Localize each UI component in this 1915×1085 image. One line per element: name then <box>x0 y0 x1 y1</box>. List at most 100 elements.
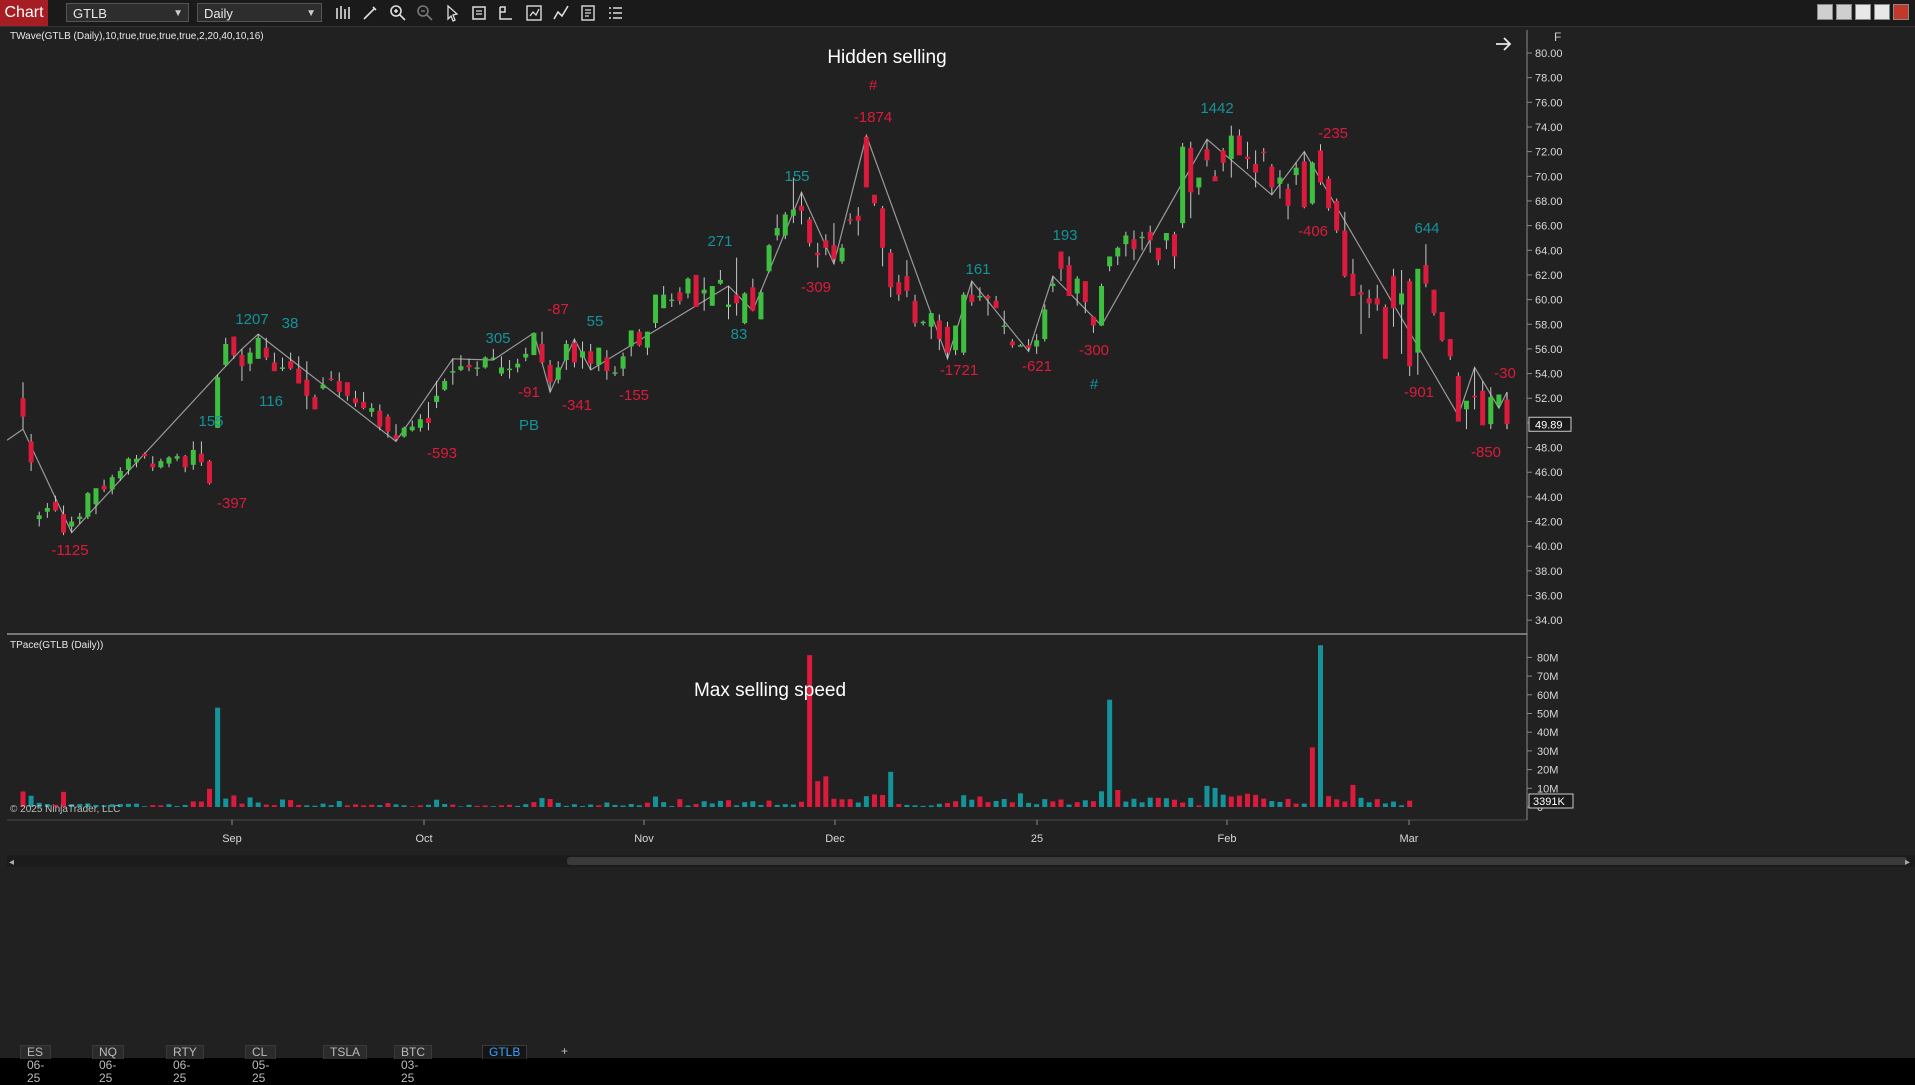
drawing-tools-icon[interactable] <box>361 4 379 22</box>
candle <box>182 454 188 473</box>
candle <box>1066 256 1072 296</box>
candle-body <box>142 453 148 457</box>
restore-icon[interactable] <box>1874 4 1890 20</box>
zoom-out-icon[interactable] <box>416 4 434 22</box>
candle <box>677 287 683 305</box>
strategies-icon[interactable] <box>552 4 570 22</box>
add-tab-icon[interactable]: + <box>561 1044 569 1058</box>
minimize-icon[interactable] <box>1855 4 1871 20</box>
candle-body <box>117 470 123 479</box>
volume-bar <box>693 804 699 807</box>
arrow-right-icon[interactable] <box>1496 37 1512 51</box>
candle <box>1131 230 1137 261</box>
candle <box>125 457 131 475</box>
instrument-selector[interactable]: GTLB ▼ <box>66 3 189 22</box>
time-axis[interactable]: Sep Oct Nov Dec 25 Feb Mar ◂ ▸ <box>7 820 1915 868</box>
candle <box>1350 258 1356 296</box>
instrument-tab[interactable]: RTY 06-25 <box>166 1045 204 1085</box>
candle <box>1269 163 1275 195</box>
volume-bar <box>36 802 42 807</box>
bar-type-icon[interactable] <box>334 4 352 22</box>
candle-body <box>693 274 699 307</box>
candle <box>871 194 877 206</box>
pointer-icon[interactable] <box>443 4 461 22</box>
candle-body <box>580 351 586 358</box>
candle-body <box>304 379 310 396</box>
tile-icon[interactable] <box>1817 4 1833 20</box>
volume-bar <box>961 795 967 807</box>
instrument-tab[interactable]: CL 05-25 <box>245 1045 277 1085</box>
candle-body <box>1123 235 1129 245</box>
volume-bar <box>669 806 675 807</box>
data-box-icon[interactable] <box>579 4 597 22</box>
scroll-right-icon[interactable]: ▸ <box>1905 857 1910 868</box>
volume-bar <box>52 804 58 807</box>
candle <box>1431 289 1437 316</box>
volume-bar <box>490 806 496 807</box>
candle-body <box>425 417 431 423</box>
last-volume-label: 3391K <box>1533 796 1565 808</box>
volume-bar <box>661 802 667 807</box>
zoom-in-icon[interactable] <box>389 4 407 22</box>
volume-axis[interactable]: 80M70M60M50M40M30M20M10M03391K <box>1527 652 1574 814</box>
price-tick-label: 46.00 <box>1535 467 1563 479</box>
candle-body <box>620 356 626 369</box>
candle <box>758 289 764 320</box>
candle <box>296 356 302 384</box>
close-icon[interactable] <box>1893 4 1909 20</box>
candle <box>1472 367 1478 410</box>
candle-body <box>717 279 723 284</box>
hash-marker: # <box>1090 376 1099 393</box>
candle <box>1196 177 1202 195</box>
scrollbar-thumb[interactable] <box>567 857 1907 865</box>
scroll-left-icon[interactable]: ◂ <box>9 857 14 868</box>
instrument-tab[interactable]: ES 06-25 <box>20 1045 52 1085</box>
volume-bar <box>1074 802 1080 807</box>
volume-bar <box>44 804 50 807</box>
volume-bar <box>612 804 618 807</box>
candle <box>207 459 213 485</box>
chart-title-tab[interactable]: Chart <box>0 0 48 26</box>
candle <box>628 330 634 357</box>
candle-body <box>669 299 675 302</box>
volume-bar <box>1374 799 1380 807</box>
volume-bar <box>174 806 180 807</box>
candle <box>539 331 545 364</box>
instrument-tab[interactable]: NQ 06-25 <box>92 1045 124 1085</box>
candle-body <box>685 278 691 294</box>
wave-down-label: -593 <box>427 445 457 462</box>
volume-bar <box>734 805 740 807</box>
indicators-icon[interactable] <box>525 4 543 22</box>
candle-body <box>1277 177 1283 184</box>
wave-up-label: 116 <box>259 393 283 410</box>
volume-bar <box>920 805 926 807</box>
instrument-tab[interactable]: GTLB <box>482 1045 528 1059</box>
candle-body <box>312 397 318 410</box>
candle-body <box>1463 400 1469 410</box>
price-tick-label: 52.00 <box>1535 393 1563 405</box>
wave-down-label: -300 <box>1079 342 1109 359</box>
candle <box>1399 270 1405 354</box>
instrument-tab[interactable]: TSLA <box>323 1045 368 1059</box>
price-axis[interactable]: 80.00 78.00 76.00 74.00 72.00 70.00 68.00 66.00… <box>1527 30 1572 627</box>
list-icon[interactable] <box>606 4 624 22</box>
candle <box>928 313 934 340</box>
volume-bar <box>458 806 464 807</box>
templates-icon[interactable] <box>497 4 515 22</box>
volume-bar <box>515 805 521 807</box>
properties-icon[interactable] <box>470 4 488 22</box>
volume-bar <box>555 802 561 807</box>
candle <box>515 358 521 373</box>
wave-up-label: 38 <box>282 315 299 332</box>
candle-body <box>20 398 26 417</box>
wave-up-label: 55 <box>587 313 604 330</box>
instrument-tab[interactable]: BTC 03-25 <box>394 1045 432 1085</box>
chart-canvas[interactable]: 80.00 78.00 76.00 74.00 72.00 70.00 68.00 66.00… <box>7 30 1915 1040</box>
panel-icon[interactable] <box>1836 4 1852 20</box>
candle <box>1293 162 1299 185</box>
candle-body <box>823 240 829 248</box>
candle <box>215 374 221 428</box>
interval-selector[interactable]: Daily ▼ <box>197 3 322 22</box>
volume-bar <box>1317 645 1323 807</box>
candle <box>588 343 594 370</box>
